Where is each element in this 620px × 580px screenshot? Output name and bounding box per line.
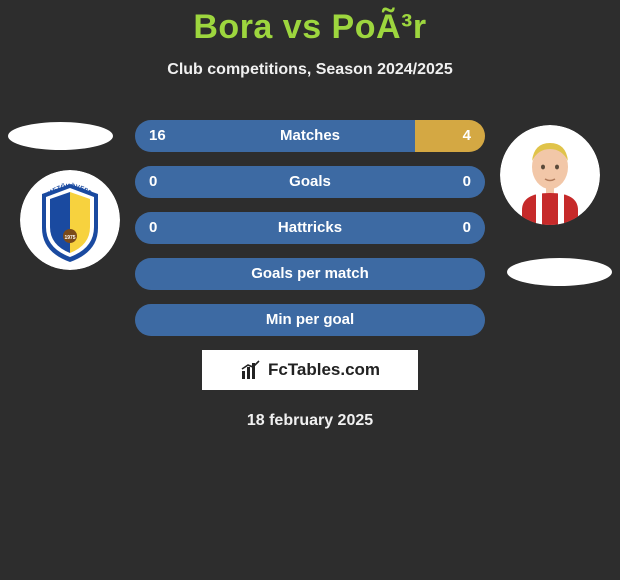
stats-container: 16Matches40Goals00Hattricks0Goals per ma… [0, 120, 620, 430]
stat-value-right: 0 [463, 166, 471, 198]
chart-icon [240, 359, 262, 381]
page-title: Bora vs PoÃ³r [0, 0, 620, 47]
stat-value-right: 4 [463, 120, 471, 152]
stat-label: Hattricks [135, 212, 485, 244]
stat-row: Min per goal [135, 304, 485, 336]
date-text: 18 february 2025 [0, 412, 620, 430]
stat-row: 16Matches4 [135, 120, 485, 152]
stat-row: 0Hattricks0 [135, 212, 485, 244]
stat-label: Goals per match [135, 258, 485, 290]
site-logo-text: FcTables.com [268, 360, 380, 380]
site-logo: FcTables.com [202, 350, 418, 390]
stat-label: Matches [135, 120, 485, 152]
stat-row: 0Goals0 [135, 166, 485, 198]
stat-label: Goals [135, 166, 485, 198]
stat-value-right: 0 [463, 212, 471, 244]
stat-label: Min per goal [135, 304, 485, 336]
subtitle: Club competitions, Season 2024/2025 [0, 61, 620, 79]
stat-row: Goals per match [135, 258, 485, 290]
